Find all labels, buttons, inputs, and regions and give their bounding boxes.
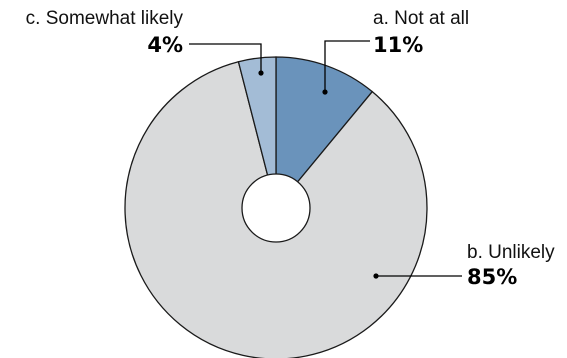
donut-hole (241, 173, 311, 243)
pie-slice-not-at-all (275, 56, 374, 210)
label-not-at-all: a. Not at all (373, 8, 469, 29)
percent-not-at-all: 11% (373, 33, 423, 57)
leader-dot-not-at-all (322, 89, 328, 95)
leader-dot-unlikely (373, 273, 379, 279)
leader-dot-somewhat-likely (258, 70, 264, 76)
leader-line-not-at-all (324, 40, 370, 92)
label-unlikely: b. Unlikely (467, 242, 555, 263)
percent-somewhat-likely: 4% (147, 33, 183, 57)
percent-unlikely: 85% (467, 265, 517, 289)
pie-slice-somewhat-likely (237, 56, 277, 209)
label-somewhat-likely: c. Somewhat likely (26, 8, 184, 29)
leader-line-somewhat-likely (189, 43, 262, 73)
